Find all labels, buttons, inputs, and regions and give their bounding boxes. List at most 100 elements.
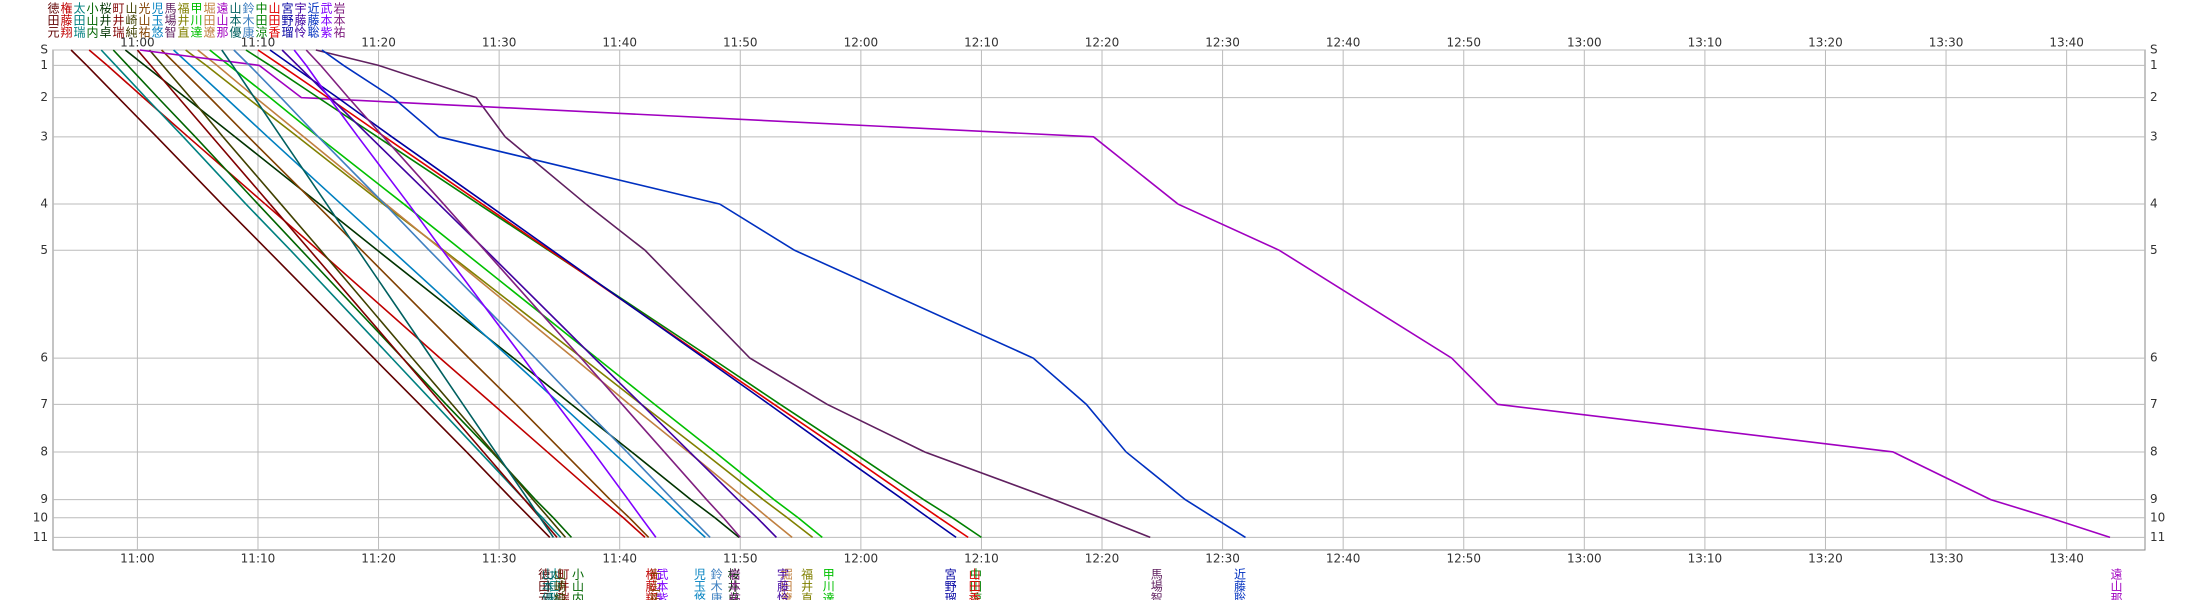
- legend-entry: 甲川達: [189, 2, 203, 38]
- legend-entry: 岩本祐: [332, 1, 346, 38]
- y-tick-label: 7: [2150, 397, 2158, 411]
- y-tick-label: 4: [2150, 197, 2158, 211]
- legend-entry: 町井瑞: [111, 2, 125, 38]
- series-line: [70, 49, 551, 538]
- series-line: [305, 49, 741, 538]
- series-line: [100, 49, 562, 538]
- x-tick-label: 13:20: [1808, 552, 1843, 566]
- y-tick-label: 11: [33, 530, 48, 544]
- series-line: [173, 49, 706, 538]
- x-tick-label: 13:30: [1929, 36, 1964, 50]
- y-tick-label: 6: [40, 351, 48, 365]
- y-tick-label: 4: [40, 197, 48, 211]
- legend-entry: 馬場智: [163, 2, 177, 39]
- y-tick-label: 5: [40, 243, 48, 257]
- legend-entry: 太田瑞: [72, 1, 86, 38]
- x-tick-label: 11:30: [482, 552, 517, 566]
- y-tick-label: 5: [2150, 243, 2158, 257]
- series-line: [185, 49, 814, 539]
- legend-entry: 遠山那: [215, 2, 229, 39]
- y-tick-label: 3: [40, 129, 48, 143]
- legend-entry: 光山祐: [137, 2, 151, 38]
- legend-entry: 山田香: [267, 2, 281, 39]
- finish-label: 福井直: [800, 567, 814, 600]
- y-tick-label: 8: [40, 444, 48, 458]
- x-tick-label: 12:30: [1205, 36, 1240, 50]
- x-tick-label: 13:40: [2049, 552, 2084, 566]
- finish-label: 宮野瑠: [943, 567, 957, 600]
- finish-label: 武本紫: [655, 568, 669, 600]
- legend-entry: 宮野瑠: [280, 1, 294, 39]
- series-line: [293, 49, 657, 538]
- series-line: [221, 49, 555, 538]
- x-tick-label: 11:30: [482, 36, 517, 50]
- finish-label: 遠山那: [2109, 568, 2123, 600]
- y-tick-label: 6: [2150, 351, 2158, 365]
- legend-entry: 山本優: [228, 2, 242, 39]
- series-line: [139, 49, 2111, 539]
- legend-entry: 鈴木康: [241, 1, 255, 38]
- x-tick-label: 12:20: [1085, 552, 1120, 566]
- x-tick-label: 13:10: [1688, 36, 1723, 50]
- y-tick-label: 9: [40, 492, 48, 506]
- x-tick-label: 11:20: [361, 36, 396, 50]
- y-tick-label: 2: [2150, 90, 2158, 104]
- series-line: [209, 49, 823, 539]
- x-tick-label: 13:00: [1567, 552, 1602, 566]
- y-tick-label: 10: [33, 510, 48, 524]
- y-tick-label: 3: [2150, 129, 2158, 143]
- series-line: [245, 49, 982, 539]
- series-line: [124, 49, 740, 539]
- x-tick-label: 11:00: [120, 552, 155, 566]
- y-tick-label: S: [2150, 43, 2158, 57]
- series-line: [197, 49, 793, 539]
- series-line: [148, 49, 567, 538]
- y-tick-label: 1: [2150, 58, 2158, 72]
- legend-entry: 児玉悠: [150, 2, 164, 38]
- finish-label: 太田瑞: [548, 567, 562, 600]
- legend-entry: 堀田遼: [202, 1, 216, 39]
- finish-label: 鈴木康: [709, 567, 723, 600]
- legend-entry: 宇藤怜: [293, 2, 307, 39]
- finish-label: 児玉悠: [692, 568, 706, 600]
- x-tick-label: 13:10: [1688, 552, 1723, 566]
- series-line: [136, 49, 558, 538]
- legend-entry: 徳田元: [46, 1, 60, 39]
- x-tick-label: 13:20: [1808, 36, 1843, 50]
- y-tick-label: 2: [40, 90, 48, 104]
- x-tick-label: 11:50: [723, 552, 758, 566]
- y-tick-label: S: [40, 43, 48, 57]
- x-tick-label: 11:00: [120, 36, 155, 50]
- finish-label: 岩本祐: [727, 567, 741, 600]
- finish-label: 山本優: [540, 568, 554, 600]
- x-tick-label: 12:40: [1326, 36, 1361, 50]
- x-tick-label: 13:30: [1929, 552, 1964, 566]
- y-tick-label: 1: [40, 58, 48, 72]
- x-tick-label: 11:40: [602, 36, 637, 50]
- x-tick-label: 11:50: [723, 36, 758, 50]
- series-line: [88, 49, 646, 538]
- x-tick-label: 13:40: [2049, 36, 2084, 50]
- legend-entry: 武本紫: [319, 2, 333, 38]
- finish-label: 宇藤怜: [775, 568, 789, 600]
- finish-label: 権藤翔: [644, 567, 658, 600]
- y-tick-label: 7: [40, 397, 48, 411]
- legend-entry: 小山内: [85, 2, 99, 38]
- x-tick-label: 12:10: [964, 552, 999, 566]
- finish-label: 馬場智: [1149, 568, 1163, 600]
- x-tick-label: 11:20: [361, 552, 396, 566]
- x-tick-label: 12:50: [1446, 552, 1481, 566]
- series-line: [269, 49, 957, 539]
- series-line: [321, 49, 1246, 539]
- legend-entry: 山崎純: [124, 2, 138, 38]
- legend-entry: 桜井卓: [98, 2, 112, 38]
- x-tick-label: 11:10: [241, 552, 276, 566]
- x-tick-label: 11:10: [241, 36, 276, 50]
- x-tick-label: 12:40: [1326, 552, 1361, 566]
- legend-entry: 権藤翔: [59, 1, 73, 39]
- y-tick-label: 10: [2150, 510, 2165, 524]
- finish-label: 徳田元: [537, 567, 551, 600]
- finish-label: 桜井卓: [726, 568, 740, 600]
- x-tick-label: 12:20: [1085, 36, 1120, 50]
- finish-label: 近藤聡: [1233, 568, 1247, 600]
